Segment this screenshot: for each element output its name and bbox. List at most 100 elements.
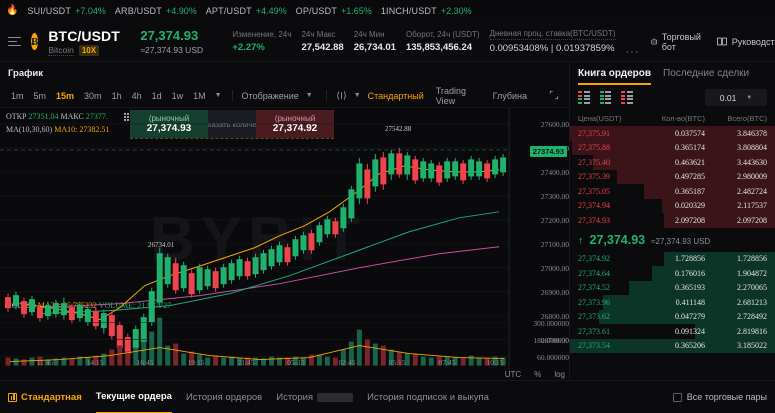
orderbook-ask-row[interactable]: 27,375.88 0.365174 3.808804 <box>570 140 775 155</box>
bid-total: 1.728856 <box>737 254 767 264</box>
ticker-change: +7.04% <box>75 6 106 16</box>
display-settings-label: Отображение <box>241 90 299 101</box>
log-scale-toggle[interactable]: log <box>554 370 565 379</box>
display-settings-button[interactable]: Отображение ▼ <box>239 89 320 103</box>
orderbook-bid-row[interactable]: 27,373.54 0.365206 3.185022 <box>570 338 775 353</box>
tab-recent-trades[interactable]: Последние сделки <box>663 68 750 79</box>
timeframe-30m[interactable]: 30m <box>84 90 102 101</box>
timeframe-5m[interactable]: 5m <box>33 90 47 101</box>
chevron-down-icon[interactable]: ▼ <box>214 92 222 99</box>
bid-total: 2.270065 <box>737 283 767 293</box>
all-pairs-filter[interactable]: Все торговые пары <box>672 392 767 402</box>
orderbook-bid-row[interactable]: 27,374.64 0.176016 1.904872 <box>570 266 775 281</box>
layout-bids-icon[interactable] <box>599 91 611 104</box>
last-price-usd: ≈27,374.93 USD <box>140 45 204 55</box>
orderbook-ask-row[interactable]: 27,375.40 0.463621 3.443630 <box>570 155 775 170</box>
indicators-button[interactable]: ▼ <box>333 88 368 103</box>
percent-scale-toggle[interactable]: % <box>534 370 542 379</box>
tab-history[interactable]: История <box>276 381 354 413</box>
high-label: МАКС <box>60 112 84 121</box>
bid-size: 0.411148 <box>675 297 706 307</box>
orderbook-bid-row[interactable]: 27,374.52 0.365193 2.270065 <box>570 280 775 295</box>
orderbook-bid-row[interactable]: 27,373.96 0.411148 2.681213 <box>570 295 775 310</box>
timezone-toggle[interactable]: UTC <box>504 370 522 379</box>
grouping-value: 0.01 <box>719 92 737 103</box>
flame-icon: 🔥 <box>6 5 19 16</box>
volume-label: VOLUME: <box>98 301 136 310</box>
timeframe-1M[interactable]: 1M <box>193 90 206 101</box>
tab-orderbook[interactable]: Книга ордеров <box>578 68 652 85</box>
hamburger-icon[interactable] <box>8 36 21 47</box>
ma-label: MA(10,30,60) <box>6 125 53 134</box>
time-tick: 19:15 <box>187 358 205 367</box>
tab-history-label: История <box>276 391 314 403</box>
ticker-item[interactable]: APT/USDT +4.49% <box>206 6 287 16</box>
robot-icon <box>650 38 657 45</box>
quick-buy-price: 27,374.93 <box>146 123 192 134</box>
ticker-item[interactable]: ARB/USDT +4.90% <box>115 6 197 16</box>
high-value: 27377. <box>85 112 108 121</box>
coin-name: Bitcoin <box>48 44 74 56</box>
tab-trading-view[interactable]: Trading View <box>435 85 466 106</box>
orderbook-ask-row[interactable]: 27,375.05 0.365187 2.482724 <box>570 184 775 199</box>
orderbook-bid-row[interactable]: 27,373.61 0.091324 2.819816 <box>570 324 775 339</box>
trading-bot-button[interactable]: Торговый бот <box>650 32 704 52</box>
guide-button[interactable]: Руководство <box>716 36 775 47</box>
orderbook-ask-row[interactable]: 27,375.91 0.037574 3.846378 <box>570 126 775 141</box>
mid-price: 27,374.93 <box>589 232 646 247</box>
drag-handle[interactable] <box>124 113 129 121</box>
tab-standard-mode[interactable]: Стандартная <box>8 381 82 413</box>
orderbook-ask-row[interactable]: 27,374.93 2.097208 2.097208 <box>570 213 775 228</box>
tab-depth[interactable]: Глубина <box>492 90 528 101</box>
volume-tick: 300.000000 <box>533 319 569 328</box>
ask-price: 27,375.91 <box>578 128 610 138</box>
orderbook-bid-row[interactable]: 27,374.92 1.728856 1.728856 <box>570 251 775 266</box>
orderbook-bid-row[interactable]: 27,373.62 0.047279 2.728492 <box>570 309 775 324</box>
time-tick: 05-15 <box>287 358 305 367</box>
orderbook-ask-row[interactable]: 27,375.39 0.497285 2.980009 <box>570 169 775 184</box>
ticker-change: +4.90% <box>165 6 197 16</box>
ask-size: 0.020329 <box>675 201 706 211</box>
bid-price: 27,373.62 <box>578 312 610 322</box>
time-tick: 02:45 <box>338 358 356 367</box>
timeframe-1d[interactable]: 1d <box>151 90 162 101</box>
tab-subscription-history[interactable]: История подписок и выкупа <box>367 391 489 403</box>
bid-price: 27,374.64 <box>578 268 610 278</box>
tab-open-orders[interactable]: Текущие ордера <box>95 381 172 413</box>
fullscreen-icon[interactable] <box>549 90 559 102</box>
orderbook-ask-row[interactable]: 27,374.94 0.020329 2.117537 <box>570 198 775 213</box>
ticket-underline <box>130 138 334 140</box>
orders-tab-bar: Стандартная Текущие ордера История ордер… <box>0 380 775 413</box>
ticker-item[interactable]: SUI/USDT +7.04% <box>27 6 105 16</box>
ticker-item[interactable]: 1INCH/USDT +2.30% <box>381 6 472 16</box>
ask-size: 2.097208 <box>675 215 706 225</box>
price-tick: 26900.00 <box>540 288 569 297</box>
layout-asks-icon[interactable] <box>621 91 633 104</box>
timeframe-1w[interactable]: 1w <box>171 90 184 101</box>
ticker-symbol: SUI/USDT <box>27 6 72 16</box>
bid-total: 2.819816 <box>737 326 767 336</box>
timeframe-1m[interactable]: 1m <box>11 90 24 101</box>
leverage-badge[interactable]: 10X <box>78 44 100 56</box>
ask-total: 2.482724 <box>737 186 767 196</box>
layout-standard-icon <box>8 392 17 402</box>
more-stats-icon[interactable]: ··· <box>625 46 640 58</box>
chart-low-annotation: 26734.01 <box>148 241 175 249</box>
layout-both-icon[interactable] <box>578 91 590 104</box>
timeframe-1h[interactable]: 1h <box>111 90 122 101</box>
ticker-item[interactable]: OP/USDT +1.65% <box>296 6 372 16</box>
tab-standard[interactable]: Стандартный <box>367 90 424 101</box>
pair-selector[interactable]: BTC/USDT Bitcoin 10X <box>48 28 126 56</box>
ask-total: 2.097208 <box>737 215 767 225</box>
indicator-icon <box>336 91 346 100</box>
ask-total: 2.117537 <box>737 201 767 211</box>
price-chart[interactable]: BYBIT ОТКР 27351.04 МАКС 27377. MA(10,30… <box>0 108 569 380</box>
timeframe-15m[interactable]: 15m <box>56 90 75 101</box>
timeframe-4h[interactable]: 4h <box>131 90 142 101</box>
chart-header: График <box>0 62 569 84</box>
tab-order-history[interactable]: История ордеров <box>185 391 263 403</box>
ask-price: 27,375.05 <box>578 186 610 196</box>
grouping-select[interactable]: 0.01 ▼ <box>705 89 767 106</box>
checkbox-icon[interactable] <box>672 392 682 402</box>
